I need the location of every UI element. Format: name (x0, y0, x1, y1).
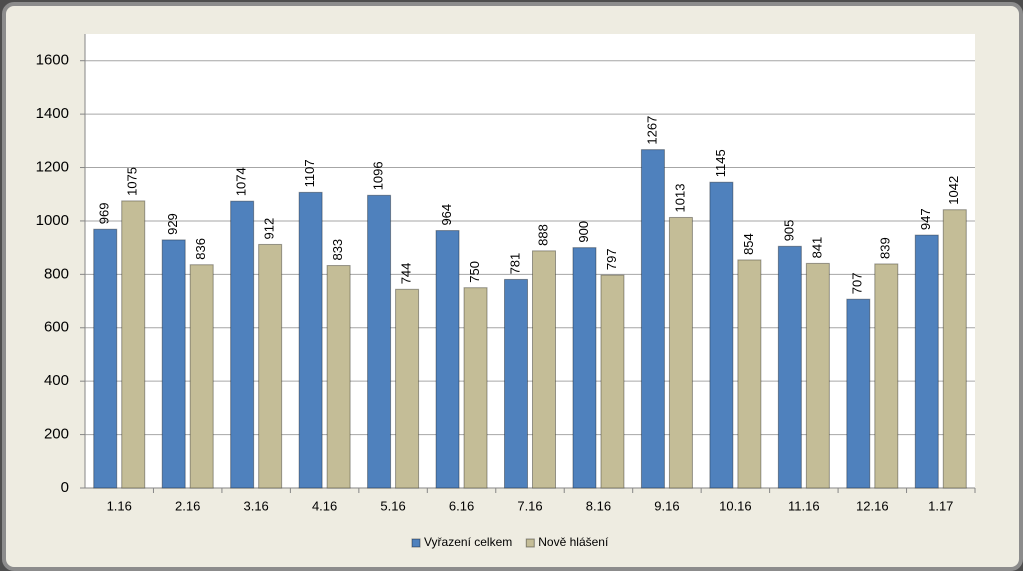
x-tick-label: 12.16 (856, 498, 889, 513)
y-tick-label: 800 (44, 265, 69, 282)
y-tick-label: 400 (44, 372, 69, 389)
x-tick-label: 11.16 (788, 498, 820, 513)
y-tick-label: 1000 (36, 212, 69, 229)
data-label: 797 (604, 248, 619, 270)
x-tick-label: 7.16 (517, 498, 542, 513)
bar (668, 216, 693, 489)
bar (298, 191, 323, 489)
bar (504, 278, 528, 489)
bar (737, 259, 762, 489)
bar (395, 288, 420, 489)
bar (189, 264, 214, 489)
data-label: 900 (576, 221, 591, 243)
data-label: 905 (781, 220, 796, 242)
x-tick-label: 5.16 (380, 498, 405, 513)
legend-label: Vyřazení celkem (424, 535, 512, 549)
x-tick-label: 10.16 (719, 498, 752, 513)
data-label: 1145 (713, 149, 728, 177)
bar (463, 287, 488, 489)
y-tick-label: 0 (61, 479, 69, 496)
y-tick-label: 600 (44, 319, 69, 336)
bar (435, 230, 460, 489)
x-tick-label: 1.17 (928, 498, 953, 513)
data-label: 1107 (302, 159, 317, 187)
data-label: 854 (741, 233, 756, 255)
data-label: 781 (507, 253, 522, 275)
data-label: 1074 (234, 167, 249, 196)
data-label: 1042 (946, 176, 961, 205)
bar (230, 200, 255, 489)
data-label: 929 (165, 213, 180, 235)
data-label: 1096 (371, 161, 386, 190)
bar (258, 243, 283, 489)
legend-swatch (411, 538, 421, 548)
data-label: 1075 (125, 167, 140, 196)
plot-area (85, 34, 975, 488)
x-tick-label: 9.16 (654, 498, 679, 513)
data-label: 750 (467, 261, 482, 283)
data-label: 839 (878, 237, 893, 259)
bar (93, 228, 118, 489)
data-label: 888 (535, 224, 550, 246)
y-tick-label: 200 (44, 426, 69, 443)
legend-swatch (525, 538, 535, 548)
data-label: 969 (97, 203, 112, 225)
data-label: 912 (262, 218, 277, 240)
bar (121, 200, 146, 489)
data-label: 841 (809, 237, 824, 259)
y-tick-label: 1600 (36, 52, 69, 69)
legend-label: Nově hlášení (538, 535, 609, 549)
data-label: 964 (439, 204, 454, 226)
bar (942, 209, 967, 489)
x-tick-label: 6.16 (449, 498, 474, 513)
x-tick-label: 4.16 (312, 498, 337, 513)
bar (572, 247, 597, 489)
bar (326, 265, 351, 489)
x-tick-label: 2.16 (175, 498, 200, 513)
bar (709, 181, 734, 489)
bar (914, 234, 939, 489)
data-label: 1013 (672, 184, 687, 213)
y-tick-label: 1400 (36, 105, 69, 122)
bar (874, 263, 899, 489)
bar (367, 194, 392, 489)
data-label: 707 (850, 272, 865, 294)
x-tick-label: 1.16 (107, 498, 132, 513)
bar (600, 274, 625, 489)
bar (846, 298, 871, 489)
bar (161, 239, 186, 489)
bar (777, 245, 802, 489)
data-label: 947 (918, 208, 933, 230)
data-label: 744 (399, 263, 414, 285)
bar (532, 250, 556, 489)
data-label: 836 (193, 238, 208, 260)
x-tick-label: 8.16 (586, 498, 611, 513)
data-label: 1267 (644, 116, 659, 145)
y-tick-label: 1200 (36, 158, 69, 175)
x-tick-label: 3.16 (243, 498, 268, 513)
bar (640, 149, 665, 489)
bar (805, 262, 830, 489)
data-label: 833 (330, 239, 345, 261)
